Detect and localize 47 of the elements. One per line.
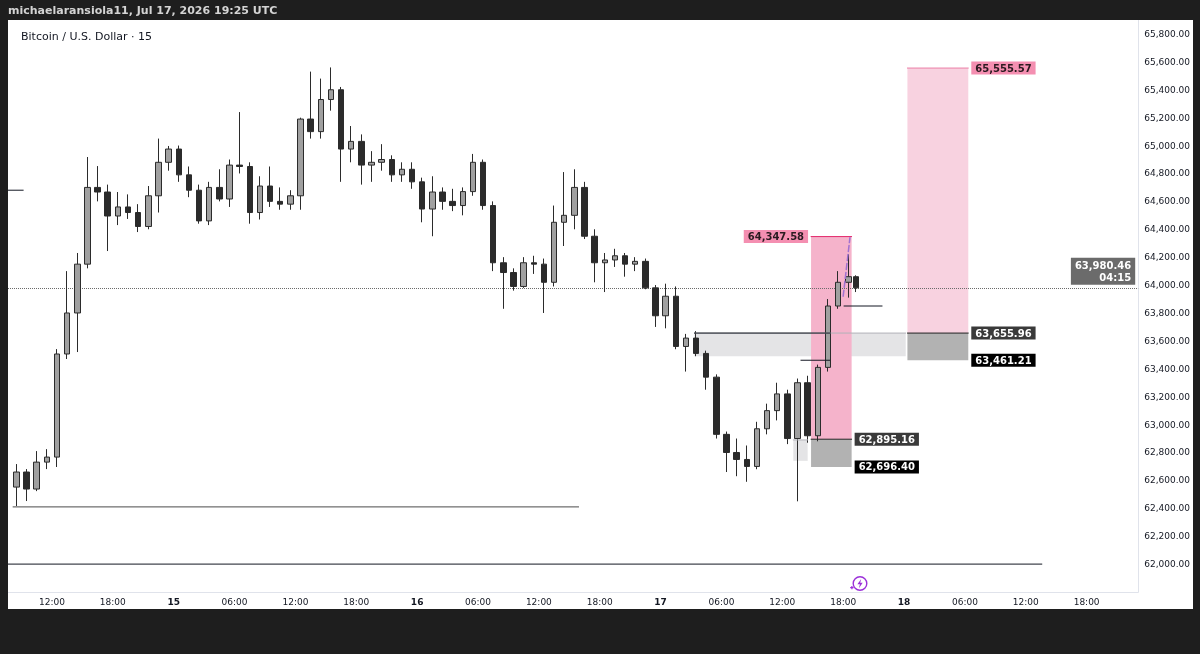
x-tick-label: 18:00 — [586, 596, 613, 607]
y-tick-label: 62,800.00 — [1144, 447, 1191, 458]
annotation: 62,895.16 — [858, 433, 915, 445]
annotation: 65,555.57 — [975, 62, 1032, 74]
annotation: 62,696.40 — [858, 461, 915, 473]
text: Bitcoin / U.S. Dollar · 15 — [21, 30, 153, 43]
y-tick-label: 63,200.00 — [1144, 391, 1191, 402]
y-tick-label: 64,600.00 — [1144, 196, 1191, 207]
x-tick-label: 18:00 — [830, 596, 857, 607]
y-tick-label: 62,600.00 — [1144, 475, 1191, 486]
y-tick-label: 63,000.00 — [1144, 419, 1191, 430]
x-tick-label: 12:00 — [1012, 596, 1040, 607]
y-tick-label: 65,200.00 — [1144, 112, 1191, 123]
x-tick-label: 12:00 — [282, 596, 309, 607]
x-tick-label: 06:00 — [465, 596, 492, 607]
x-tick-label: 06:00 — [708, 596, 735, 607]
x-tick-label: 17 — [654, 596, 667, 607]
x-tick-label: 18:00 — [1073, 596, 1100, 607]
x-tick-label: 12:00 — [769, 596, 796, 607]
y-tick-label: 62,000.00 — [1144, 559, 1191, 570]
y-tick-label: 63,600.00 — [1144, 335, 1191, 346]
annotation: 64,347.58 — [747, 231, 805, 243]
x-tick-label: 06:00 — [221, 596, 248, 607]
y-tick-label: 64,400.00 — [1144, 224, 1191, 235]
x-tick-label: 18:00 — [99, 596, 127, 607]
y-tick-label: 62,400.00 — [1144, 503, 1191, 514]
x-tick-label: 18:00 — [343, 596, 370, 607]
y-tick-label: 64,200.00 — [1144, 252, 1191, 263]
y-tick-label: 65,600.00 — [1144, 56, 1191, 67]
y-tick-label: 63,400.00 — [1144, 363, 1191, 374]
x-tick-label: 06:00 — [951, 596, 979, 607]
text: michaelaransiola11, Jul 17, 2026 19:25 UTC — [8, 3, 278, 19]
x-tick-label: 18 — [897, 596, 911, 607]
y-tick-label: 65,400.00 — [1144, 84, 1191, 95]
x-tick-label: 12:00 — [525, 596, 553, 607]
annotation: 63,655.96 — [975, 327, 1032, 339]
y-tick-label: 65,000.00 — [1144, 140, 1191, 151]
y-tick-label: 62,200.00 — [1144, 531, 1191, 542]
y-tick-label: 64,000.00 — [1144, 280, 1191, 291]
ref-line-label: 63,980.46 04:15 — [1074, 260, 1132, 284]
x-tick-label: 12:00 — [38, 596, 66, 607]
x-tick-label: 16 — [410, 596, 424, 607]
annotation: 63,461.21 — [975, 354, 1032, 366]
y-tick-label: 64,800.00 — [1144, 168, 1191, 179]
x-tick-label: 15 — [167, 596, 180, 607]
y-tick-label: 65,800.00 — [1144, 28, 1191, 39]
y-tick-label: 63,800.00 — [1144, 307, 1191, 318]
